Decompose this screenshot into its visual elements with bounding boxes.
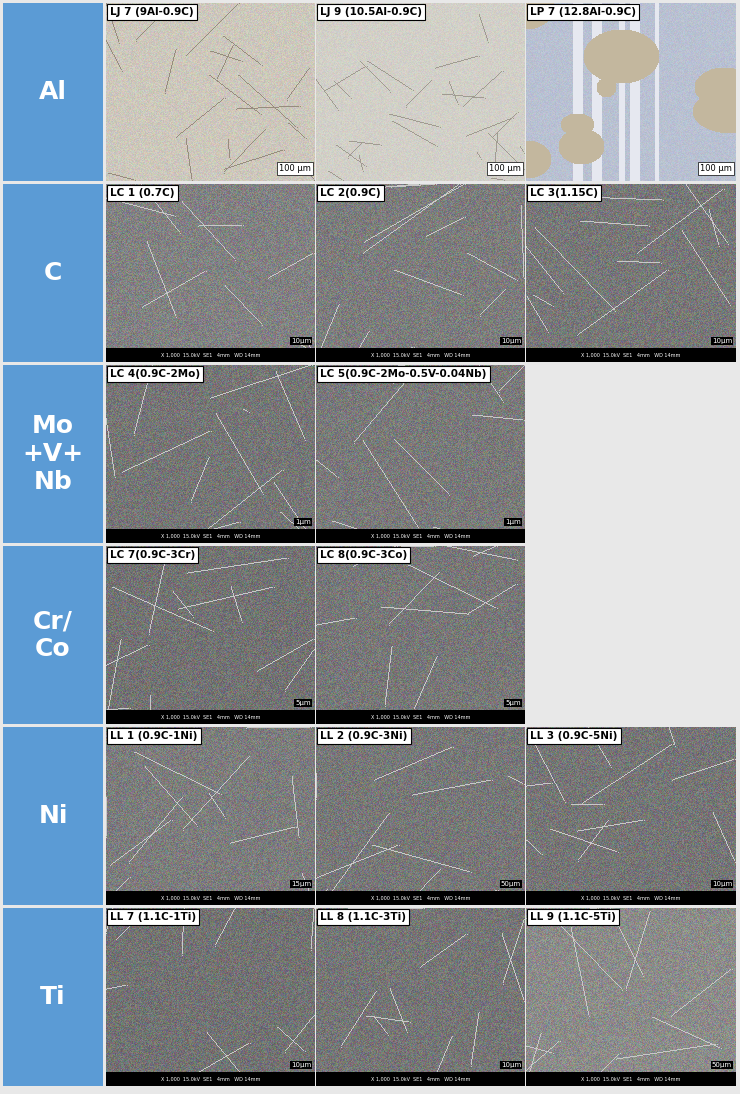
Text: Mo
+V+
Nb: Mo +V+ Nb <box>22 415 84 493</box>
Text: 5μm: 5μm <box>505 700 521 706</box>
Text: X 1,000  15.0kV  SE1   4mm   WD 14mm: X 1,000 15.0kV SE1 4mm WD 14mm <box>161 714 260 720</box>
Text: 10μm: 10μm <box>291 338 311 344</box>
Text: Ti: Ti <box>40 985 66 1009</box>
Text: LC 3(1.15C): LC 3(1.15C) <box>530 188 598 198</box>
Text: Al: Al <box>39 80 67 104</box>
Text: LL 9 (1.1C-5Ti): LL 9 (1.1C-5Ti) <box>530 912 616 922</box>
Text: X 1,000  15.0kV  SE1   4mm   WD 14mm: X 1,000 15.0kV SE1 4mm WD 14mm <box>371 1076 470 1082</box>
Text: 10μm: 10μm <box>712 338 732 344</box>
Text: 50μm: 50μm <box>501 881 521 887</box>
Text: LL 2 (0.9C-3Ni): LL 2 (0.9C-3Ni) <box>320 731 408 741</box>
Text: 1μm: 1μm <box>295 519 311 525</box>
Text: 100 μm: 100 μm <box>700 164 732 173</box>
Text: X 1,000  15.0kV  SE1   4mm   WD 14mm: X 1,000 15.0kV SE1 4mm WD 14mm <box>161 896 260 900</box>
Text: LL 1 (0.9C-1Ni): LL 1 (0.9C-1Ni) <box>110 731 198 741</box>
Text: LC 7(0.9C-3Cr): LC 7(0.9C-3Cr) <box>110 550 195 560</box>
Text: X 1,000  15.0kV  SE1   4mm   WD 14mm: X 1,000 15.0kV SE1 4mm WD 14mm <box>371 352 470 358</box>
Text: 10μm: 10μm <box>712 881 732 887</box>
Text: 10μm: 10μm <box>501 338 521 344</box>
Text: C: C <box>44 261 62 286</box>
Text: 5μm: 5μm <box>295 700 311 706</box>
Text: 10μm: 10μm <box>501 1062 521 1068</box>
Text: LL 7 (1.1C-1Ti): LL 7 (1.1C-1Ti) <box>110 912 196 922</box>
Text: 1μm: 1μm <box>505 519 521 525</box>
Text: X 1,000  15.0kV  SE1   4mm   WD 14mm: X 1,000 15.0kV SE1 4mm WD 14mm <box>371 896 470 900</box>
Text: LJ 9 (10.5Al-0.9C): LJ 9 (10.5Al-0.9C) <box>320 7 422 18</box>
Text: LL 3 (0.9C-5Ni): LL 3 (0.9C-5Ni) <box>530 731 617 741</box>
Text: LC 4(0.9C-2Mo): LC 4(0.9C-2Mo) <box>110 369 200 379</box>
Text: X 1,000  15.0kV  SE1   4mm   WD 14mm: X 1,000 15.0kV SE1 4mm WD 14mm <box>582 1076 681 1082</box>
Text: X 1,000  15.0kV  SE1   4mm   WD 14mm: X 1,000 15.0kV SE1 4mm WD 14mm <box>371 714 470 720</box>
Text: LC 8(0.9C-3Co): LC 8(0.9C-3Co) <box>320 550 407 560</box>
Text: LC 1 (0.7C): LC 1 (0.7C) <box>110 188 175 198</box>
Text: 100 μm: 100 μm <box>279 164 311 173</box>
Text: Ni: Ni <box>38 804 68 828</box>
Text: LL 8 (1.1C-3Ti): LL 8 (1.1C-3Ti) <box>320 912 406 922</box>
Text: X 1,000  15.0kV  SE1   4mm   WD 14mm: X 1,000 15.0kV SE1 4mm WD 14mm <box>582 896 681 900</box>
Text: LJ 7 (9Al-0.9C): LJ 7 (9Al-0.9C) <box>110 7 194 18</box>
Text: X 1,000  15.0kV  SE1   4mm   WD 14mm: X 1,000 15.0kV SE1 4mm WD 14mm <box>371 534 470 538</box>
Text: LC 5(0.9C-2Mo-0.5V-0.04Nb): LC 5(0.9C-2Mo-0.5V-0.04Nb) <box>320 369 486 379</box>
Text: X 1,000  15.0kV  SE1   4mm   WD 14mm: X 1,000 15.0kV SE1 4mm WD 14mm <box>582 352 681 358</box>
Text: Cr/
Co: Cr/ Co <box>33 609 73 661</box>
Text: X 1,000  15.0kV  SE1   4mm   WD 14mm: X 1,000 15.0kV SE1 4mm WD 14mm <box>161 1076 260 1082</box>
Text: X 1,000  15.0kV  SE1   4mm   WD 14mm: X 1,000 15.0kV SE1 4mm WD 14mm <box>161 534 260 538</box>
Text: 10μm: 10μm <box>291 1062 311 1068</box>
Text: 50μm: 50μm <box>712 1062 732 1068</box>
Text: LC 2(0.9C): LC 2(0.9C) <box>320 188 380 198</box>
Text: LP 7 (12.8Al-0.9C): LP 7 (12.8Al-0.9C) <box>530 7 636 18</box>
Text: 100 μm: 100 μm <box>489 164 521 173</box>
Text: X 1,000  15.0kV  SE1   4mm   WD 14mm: X 1,000 15.0kV SE1 4mm WD 14mm <box>161 352 260 358</box>
Text: 15μm: 15μm <box>291 881 311 887</box>
